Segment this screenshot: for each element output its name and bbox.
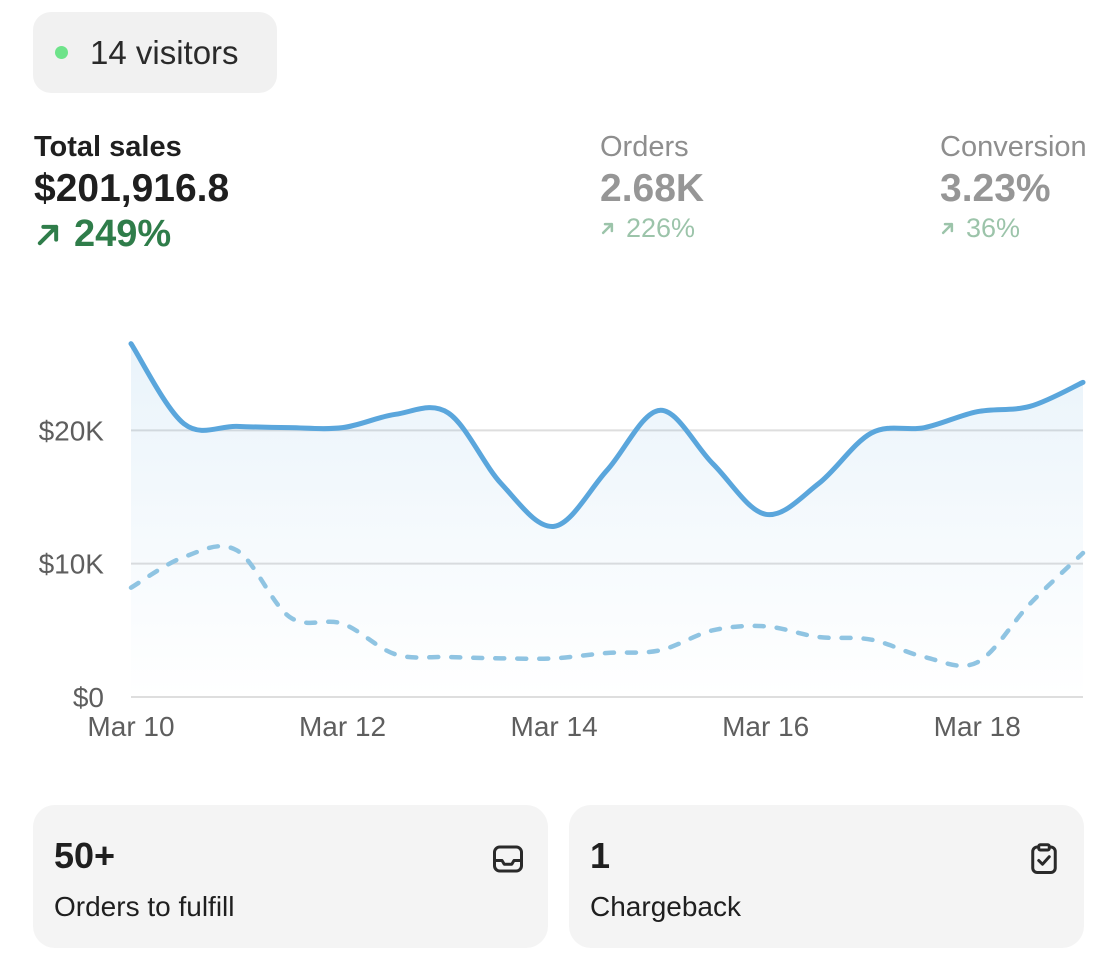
metric-delta-value: 226% (626, 213, 696, 243)
series-line-current (128, 341, 1086, 529)
metric-delta-value: 36% (966, 213, 1021, 243)
card-label: Chargeback (590, 891, 741, 922)
metric-delta: 249% (34, 213, 229, 256)
card-value: 50+ (54, 835, 116, 876)
metric-value: 2.68K (600, 167, 705, 210)
metric-value: $201,916.8 (34, 167, 230, 210)
inbox-icon (493, 845, 523, 873)
metric-conversion[interactable]: Conversion 3.23% 36% (940, 130, 1087, 244)
metric-label: Orders (600, 131, 689, 163)
x-tick-label: Mar 16 (722, 711, 809, 742)
metric-total-sales[interactable]: Total sales $201,916.8 249% (34, 130, 229, 256)
x-tick-label: Mar 18 (934, 711, 1021, 742)
x-tick-label: Mar 14 (511, 711, 598, 742)
arrow-up-right-icon (37, 224, 59, 245)
metric-label: Total sales (34, 131, 182, 163)
card-orders-to-fulfill[interactable]: 50+ Orders to fulfill (33, 805, 548, 948)
y-tick-label: $0 (73, 682, 104, 713)
live-indicator-dot (55, 46, 68, 59)
metric-delta-value: 249% (74, 213, 172, 255)
x-tick-label: Mar 10 (87, 711, 174, 742)
y-tick-label: $20K (39, 415, 105, 446)
card-label: Orders to fulfill (54, 891, 235, 922)
sales-chart[interactable]: $0 $10K $20K Mar 10 Mar 12 Mar 14 Mar 16 Mar 1… (0, 300, 1102, 760)
series-line-comparison (128, 544, 1086, 669)
metric-orders[interactable]: Orders 2.68K 226% (600, 130, 704, 244)
arrow-up-right-icon (941, 222, 954, 235)
x-tick-label: Mar 12 (299, 711, 386, 742)
card-value: 1 (590, 835, 611, 876)
visitors-count: 14 visitors (90, 33, 239, 71)
metric-delta: 36% (940, 213, 1087, 244)
metric-label: Conversion (940, 131, 1087, 163)
metric-value: 3.23% (940, 167, 1051, 210)
metric-delta: 226% (600, 213, 704, 244)
clipboard-check-icon (1031, 843, 1057, 874)
visitors-badge[interactable]: 14 visitors (33, 12, 277, 93)
card-chargeback[interactable]: 1 Chargeback (569, 805, 1084, 948)
y-tick-label: $10K (39, 549, 105, 580)
series-area-fill (131, 343, 1083, 697)
arrow-up-right-icon (601, 222, 614, 235)
